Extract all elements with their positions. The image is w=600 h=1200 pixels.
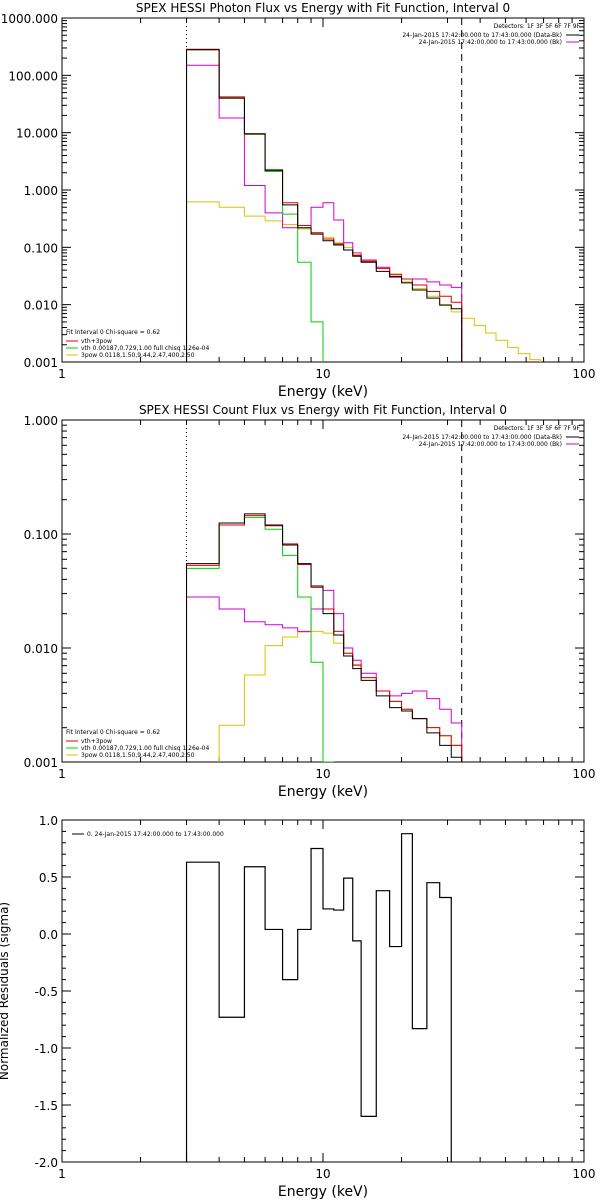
fit-legend-header: Fit Interval 0 Chi-square = 0.62 [66,729,160,736]
y-tick-label: 100.000 [8,69,58,83]
legend-fit: Fit Interval 0 Chi-square = 0.62 vth+3pow… [66,729,209,759]
y-tick-label: 1.000 [24,184,58,198]
legend-header: Detectors: 1F 3F 5F 6F 7F 9F [494,23,581,30]
x-tick-label: 10 [315,367,330,381]
series-bk-line [186,589,463,762]
x-tick-label: 10 [315,767,330,781]
fit-legend-item-label: 3pow 0.0118,1.50,9.44,2.47,400,2.50 [81,752,195,759]
legend-fit: Fit Interval 0 Chi-square = 0.62 vth+3pow… [66,329,209,359]
series-group [186,48,541,362]
plot-frame [61,17,585,363]
series-vth-line [186,516,335,762]
y-tick-label: 0.100 [24,241,58,255]
series-bk-line [186,64,463,362]
legend-item-label: 0. 24-Jan-2015 17:42:00.000 to 17:43:00.… [87,831,224,838]
y-tick-label: 0.100 [24,528,58,542]
fit-legend-item-label: vth 0.00187,0.729,1.00 full chisq 1.26e-… [81,745,209,752]
panel-photon: SPEX HESSI Photon Flux vs Energy with Fi… [1,1,596,400]
y-tick-label: 1.0 [39,814,58,828]
legend-item-label: 24-Jan-2015 17:42:00.000 to 17:43:00.000… [419,39,562,46]
y-tick-label: 0.5 [39,871,58,885]
legend-item-label: 24-Jan-2015 17:42:00.000 to 17:43:00.000… [402,32,562,39]
x-axis-label: Energy (keV) [278,384,368,400]
panel-residuals: 1 10 100 Energy (keV) -2.0 -1.5 -1.0 -0.5 0.0 0.5… [0,814,595,1200]
fit-legend-item-label: vth+3pow [81,738,112,745]
series-3pow-line [186,201,541,362]
x-tick-label: 10 [315,1167,330,1181]
series-data-bk-line [186,513,463,762]
series-3pow-line [218,630,463,762]
chart-title: SPEX HESSI Photon Flux vs Energy with Fi… [136,1,510,15]
series-data-bk-line [186,49,463,362]
series-residual-line [185,833,452,1162]
x-tick-label: 1 [58,1167,66,1181]
x-tick-label: 100 [573,367,596,381]
series-vth-3pow-line [186,515,463,762]
panel-count: SPEX HESSI Count Flux vs Energy with Fit… [24,403,596,800]
fit-legend-item-label: 3pow 0.0118,1.50,9.44,2.47,400,2.50 [81,352,195,359]
series-vth-3pow-line [186,48,463,362]
y-tick-label: 0.010 [24,299,58,313]
series-group [186,513,463,762]
fit-legend-item-label: vth+3pow [81,338,112,345]
x-tick-label: 1 [58,767,66,781]
x-tick-label: 100 [573,1167,596,1181]
chart-title: SPEX HESSI Count Flux vs Energy with Fit… [139,403,507,417]
y-tick-label: 10.000 [16,127,58,141]
y-axis-label: Normalized Residuals (sigma) [0,902,11,1080]
y-tick-label: -1.0 [35,1042,58,1056]
x-tick-label: 100 [573,767,596,781]
legend-top: 0. 24-Jan-2015 17:42:00.000 to 17:43:00.… [72,831,224,838]
legend-top: Detectors: 1F 3F 5F 6F 7F 9F 24-Jan-2015 … [402,23,580,46]
x-tick-label: 1 [58,367,66,381]
y-tick-label: 0.010 [24,642,58,656]
y-tick-label: 0.001 [24,756,58,770]
y-tick-label: -0.5 [35,985,58,999]
fit-legend-item-label: vth 0.00187,0.729,1.00 full chisq 1.26e-… [81,345,209,352]
y-tick-label: 1.000 [24,414,58,428]
legend-item-label: 24-Jan-2015 17:42:00.000 to 17:43:00.000… [419,441,562,448]
legend-top: Detectors: 1F 3F 5F 6F 7F 9F 24-Jan-2015 … [402,425,580,448]
y-tick-label: 0.001 [24,356,58,370]
y-tick-label: 0.0 [39,928,58,942]
series-vth-line [186,49,324,362]
series-group [185,833,452,1162]
x-axis-label: Energy (keV) [278,784,368,800]
y-tick-label: -2.0 [35,1156,58,1170]
legend-item-label: 24-Jan-2015 17:42:00.000 to 17:43:00.000… [402,434,562,441]
x-axis-label: Energy (keV) [278,1184,368,1200]
y-tick-label: 1000.000 [1,12,58,26]
y-tick-label: -1.5 [35,1099,58,1113]
legend-header: Detectors: 1F 3F 5F 6F 7F 9F [494,425,581,432]
fit-legend-header: Fit Interval 0 Chi-square = 0.62 [66,329,160,336]
